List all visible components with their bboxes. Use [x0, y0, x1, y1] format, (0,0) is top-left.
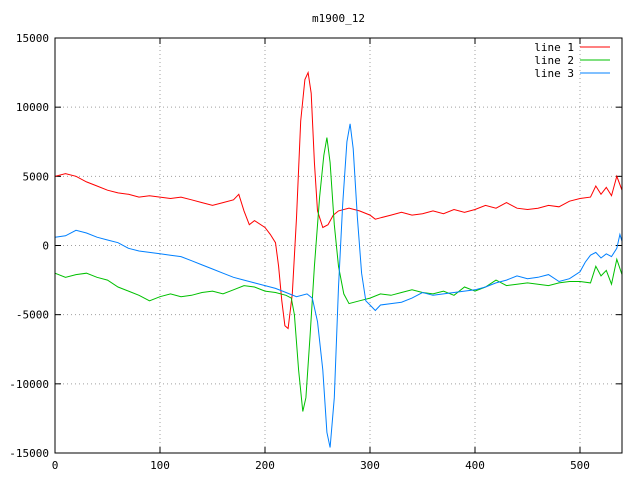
chart-title: m1900_12 [312, 12, 365, 25]
x-tick-label: 0 [52, 459, 59, 472]
legend-label-2: line 2 [534, 54, 574, 67]
y-tick-label: -5000 [16, 309, 49, 322]
y-tick-label: 10000 [16, 101, 49, 114]
y-tick-label: -15000 [9, 447, 49, 460]
grid [55, 38, 622, 453]
y-tick-label: 15000 [16, 32, 49, 45]
x-tick-label: 400 [465, 459, 485, 472]
legend-label-1: line 1 [534, 41, 574, 54]
legend-label-3: line 3 [534, 67, 574, 80]
y-tick-label: 0 [42, 240, 49, 253]
x-tick-label: 500 [570, 459, 590, 472]
series-line-2 [54, 137, 623, 412]
series-line-1 [54, 70, 623, 330]
x-tick-label: 200 [255, 459, 275, 472]
x-tick-label: 100 [150, 459, 170, 472]
y-tick-label: 5000 [23, 170, 50, 183]
plot-frame [54, 37, 623, 454]
series-lines [54, 70, 623, 448]
x-tick-label: 300 [360, 459, 380, 472]
y-tick-label: -10000 [9, 378, 49, 391]
series-line-3 [54, 123, 623, 448]
